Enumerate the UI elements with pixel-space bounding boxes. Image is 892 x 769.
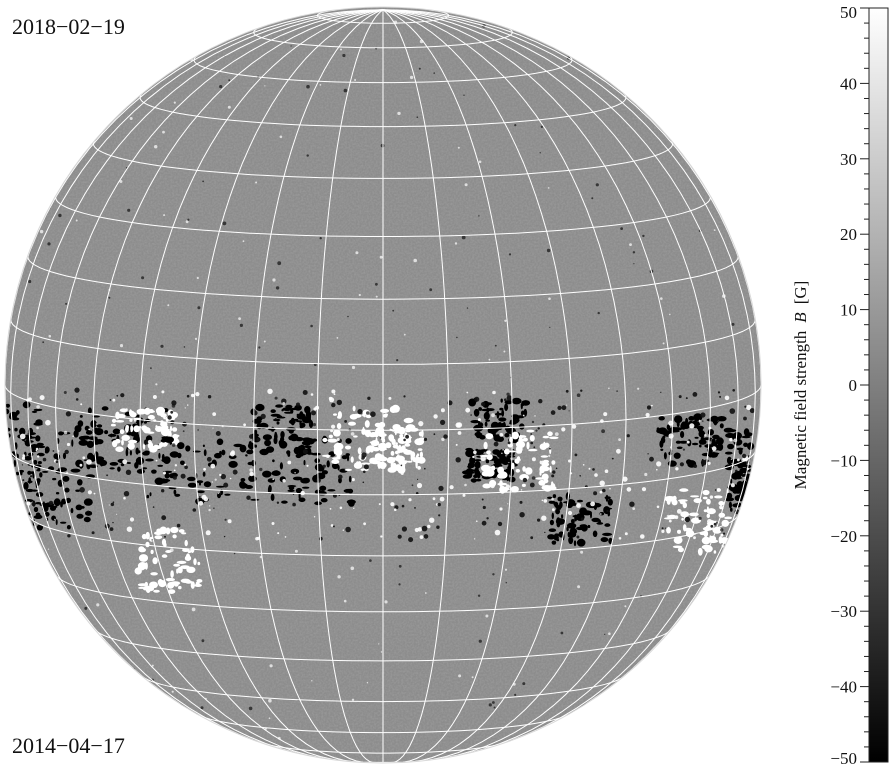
longitude-line [253,9,384,763]
colorbar-tick-label: −50 [830,749,857,768]
colorbar-tick-label: −30 [830,602,857,621]
coordinate-grid [5,9,761,763]
longitude-line [139,9,384,762]
longitude-line [382,9,627,762]
longitude-line [382,9,513,763]
longitude-line [382,9,711,754]
colorbar-ticks: 50 40 30 20 10 0 −10 −20 −30 −40 −50 [830,3,869,768]
colorbar-tick-label: −40 [830,678,857,697]
colorbar-tick-label: −10 [830,451,857,470]
longitude-line [10,9,384,705]
date-label-bottom: 2014−04−17 [12,733,125,758]
longitude-line [55,9,384,754]
longitude-line [27,9,384,748]
date-label-top: 2018−02−19 [12,14,125,39]
colorbar-tick-label: 0 [849,376,858,395]
longitude-line [92,9,384,759]
longitude-line [316,9,384,763]
colorbar-label-symbol: B [791,312,810,323]
active-region-band [5,20,761,742]
colorbar-tick-label: 20 [840,225,857,244]
colorbar-tick-label: 30 [840,150,857,169]
colorbar-tick-label: 40 [840,74,857,93]
colorbar-label-unit: [G] [791,281,810,305]
longitude-line [382,9,739,748]
longitude-line [193,9,384,763]
colorbar-gradient [868,7,889,763]
longitude-line [382,9,756,705]
colorbar-label-text: Magnetic field strength [791,330,810,489]
colorbar-tick-label: 50 [840,3,857,22]
longitude-line [382,9,450,763]
colorbar-axis-label: Magnetic field strength B [G] [791,281,810,490]
colorbar-tick-label: 10 [840,301,857,320]
longitude-line [382,9,573,763]
longitude-line [382,9,674,759]
colorbar-tick-label: −20 [830,527,857,546]
